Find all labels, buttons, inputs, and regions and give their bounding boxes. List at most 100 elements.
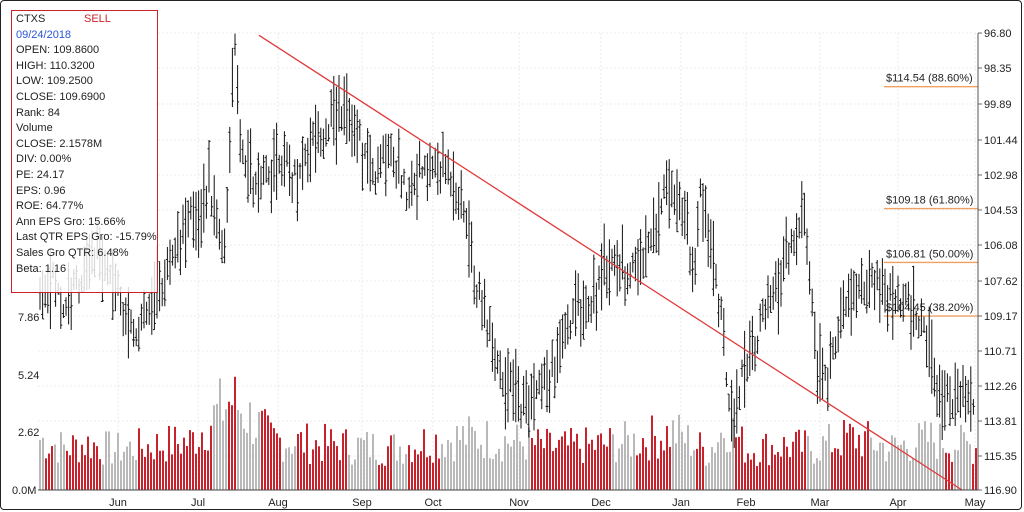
volume-bar (207, 450, 209, 490)
volume-bar (726, 452, 728, 490)
volume-tick-label: 5.24 (18, 370, 39, 382)
trend-line (258, 34, 963, 491)
volume-bar (171, 454, 173, 490)
month-label: Mar (811, 497, 830, 509)
volume-bar (408, 445, 410, 490)
volume-bar (657, 458, 659, 490)
volume-bar (786, 446, 788, 490)
month-label: Dec (591, 497, 611, 509)
volume-bar (393, 434, 395, 490)
volume-bar (117, 432, 119, 490)
volume-bar (765, 433, 767, 490)
volume-bar (165, 461, 167, 490)
volume-bar (501, 461, 503, 490)
volume-bar (84, 455, 86, 490)
volume-bar (600, 433, 602, 490)
volume-bar (627, 435, 629, 490)
volume-bar (513, 439, 515, 490)
price-tick-label: 101.44 (984, 135, 1018, 147)
volume-bar (741, 426, 743, 490)
volume-bar (918, 423, 920, 490)
volume-bar (342, 433, 344, 490)
price-tick-label: 110.71 (984, 346, 1017, 358)
volume-bar (264, 409, 266, 490)
volume-bar (69, 455, 71, 490)
volume-bar (864, 431, 866, 490)
volume-bar (714, 452, 716, 490)
volume-bar (363, 439, 365, 490)
volume-bar (420, 451, 422, 490)
volume-tick-label: 0.0M (12, 485, 36, 497)
volume-bar (684, 443, 686, 490)
volume-bar (246, 432, 248, 490)
volume-bars (39, 376, 977, 490)
volume-bar (954, 449, 956, 490)
info-row: DIV: 0.00% (16, 153, 72, 166)
volume-bar (927, 441, 929, 490)
volume-bar (612, 434, 614, 490)
volume-bar (543, 448, 545, 490)
volume-bar (870, 437, 872, 490)
volume-bar (753, 453, 755, 490)
volume-bar (633, 433, 635, 490)
volume-bar (495, 453, 497, 490)
volume-bar (282, 461, 284, 490)
volume-bar (894, 437, 896, 490)
volume-bar (456, 426, 458, 490)
volume-bar (78, 462, 80, 490)
volume-bar (840, 455, 842, 490)
volume-bar (105, 431, 107, 490)
volume-bar (261, 410, 263, 490)
volume-bar (189, 430, 191, 490)
volume-bar (222, 420, 224, 490)
volume-bar (81, 444, 83, 490)
volume-bar (279, 437, 281, 490)
info-row: CLOSE: 109.6900 (16, 90, 106, 103)
volume-bar (756, 466, 758, 490)
volume-bar (897, 445, 899, 490)
volume-bar (372, 433, 374, 490)
volume-bar (696, 448, 698, 490)
info-rows: OPEN: 109.8600 HIGH: 110.3200 LOW: 109.250… (16, 43, 157, 277)
volume-bar (300, 432, 302, 490)
volume-bar (546, 428, 548, 490)
volume-bar (108, 431, 110, 490)
volume-bar (690, 455, 692, 490)
price-tick-label: 113.81 (984, 416, 1017, 428)
month-label: Feb (737, 497, 756, 509)
volume-bar (483, 458, 485, 490)
volume-bar (948, 453, 950, 490)
volume-bar (975, 448, 977, 490)
volume-bar (885, 461, 887, 490)
volume-bar (168, 425, 170, 490)
price-tick-label: 115.35 (984, 451, 1017, 463)
volume-bar (528, 427, 530, 490)
volume-bar (570, 427, 572, 490)
month-label: Sep (352, 497, 372, 509)
volume-bar (252, 443, 254, 490)
volume-bar (789, 457, 791, 490)
volume-bar (339, 460, 341, 490)
volume-bar (465, 444, 467, 490)
volume-bar (324, 423, 326, 490)
volume-bar (624, 421, 626, 490)
price-tick-label: 98.35 (984, 63, 1012, 75)
volume-bar (459, 440, 461, 490)
volume-bar (660, 440, 662, 490)
volume-bar (582, 463, 584, 490)
volume-bar (522, 446, 524, 490)
volume-bar (687, 425, 689, 490)
volume-bar (90, 458, 92, 490)
volume-bar (444, 457, 446, 490)
volume-bar (276, 433, 278, 490)
volume-bar (486, 421, 488, 490)
volume-bar (942, 448, 944, 490)
volume-bar (861, 456, 863, 490)
volume-bar (60, 432, 62, 490)
volume-bar (96, 446, 98, 490)
volume-bar (831, 452, 833, 490)
volume-bar (180, 453, 182, 490)
volume-bar (681, 431, 683, 490)
volume-bar (519, 441, 521, 490)
volume-bar (723, 438, 725, 490)
